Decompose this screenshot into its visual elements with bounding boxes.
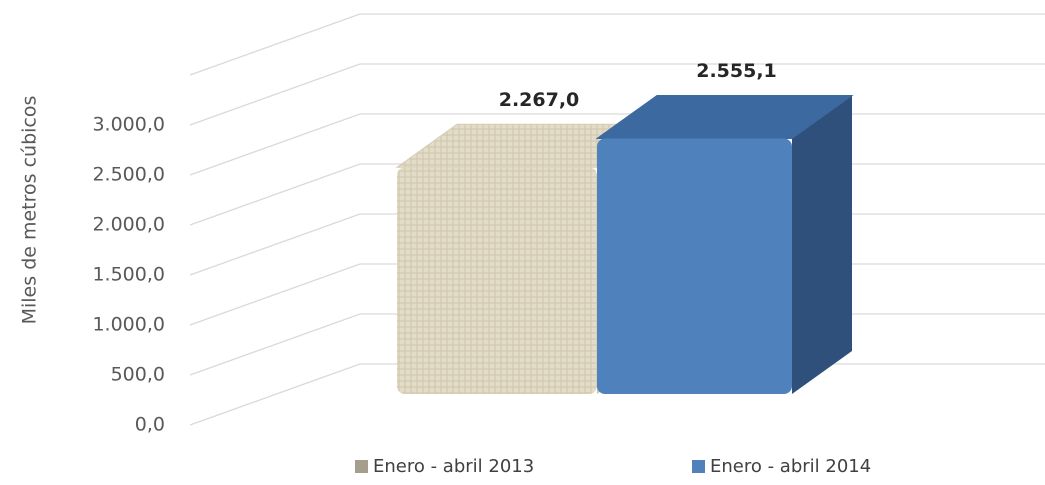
value-label: 2.267,0 xyxy=(499,89,580,111)
y-tick-label: 1.500,0 xyxy=(92,264,165,286)
y-tick-label: 0,0 xyxy=(135,414,165,436)
y-tick-label: 500,0 xyxy=(111,364,165,386)
legend-swatch xyxy=(355,460,368,473)
bar xyxy=(397,167,597,394)
y-tick-label: 1.000,0 xyxy=(92,314,165,336)
legend-swatch xyxy=(692,460,705,473)
y-tick-label: 2.000,0 xyxy=(92,214,165,236)
grid-line xyxy=(189,63,1045,126)
legend-label: Enero - abril 2014 xyxy=(710,456,871,477)
y-tick-label: 2.500,0 xyxy=(92,164,165,186)
bar-side xyxy=(792,95,852,395)
value-label: 2.555,1 xyxy=(696,60,777,82)
bar xyxy=(597,138,792,394)
grid-line xyxy=(189,13,1045,76)
legend-label: Enero - abril 2013 xyxy=(373,456,534,477)
y-axis-label: Miles de metros cúbicos xyxy=(19,96,41,325)
y-tick-label: 3.000,0 xyxy=(92,114,165,136)
